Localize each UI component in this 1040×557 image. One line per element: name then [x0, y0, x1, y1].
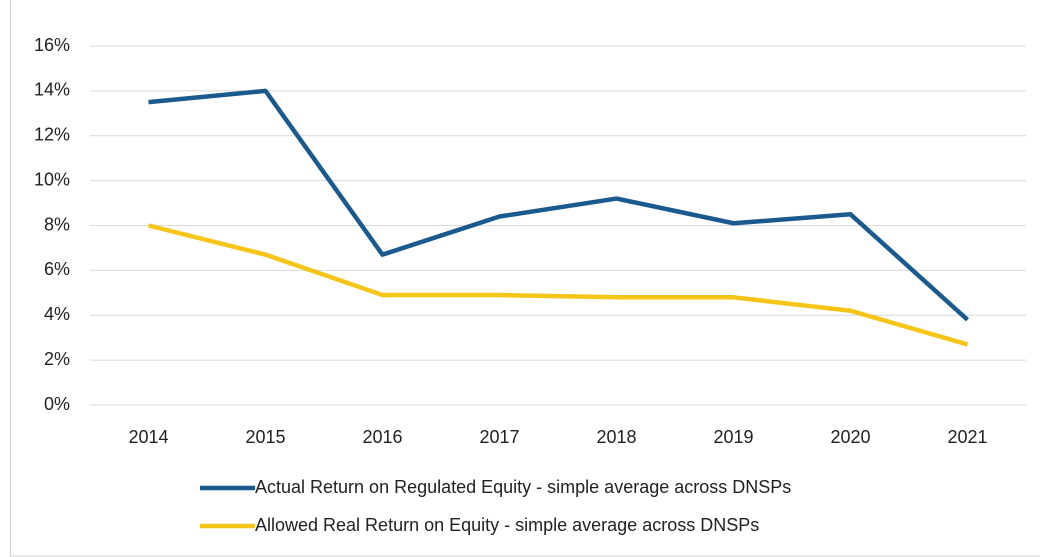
x-tick-label: 2021 — [947, 427, 987, 447]
y-tick-label: 16% — [34, 35, 70, 55]
legend-label: Allowed Real Return on Equity - simple a… — [255, 515, 759, 535]
x-tick-label: 2020 — [830, 427, 870, 447]
y-tick-label: 10% — [34, 169, 70, 189]
chart-border — [10, 0, 1040, 557]
y-tick-label: 2% — [44, 349, 70, 369]
y-tick-label: 8% — [44, 214, 70, 234]
x-tick-label: 2019 — [713, 427, 753, 447]
x-tick-label: 2014 — [128, 427, 168, 447]
x-tick-label: 2015 — [245, 427, 285, 447]
y-tick-label: 12% — [34, 125, 70, 145]
x-tick-label: 2017 — [479, 427, 519, 447]
series-line — [147, 223, 969, 347]
y-tick-label: 6% — [44, 259, 70, 279]
series-line — [148, 88, 970, 322]
y-tick-label: 14% — [34, 80, 70, 100]
y-tick-label: 0% — [44, 394, 70, 414]
legend-label: Actual Return on Regulated Equity - simp… — [255, 477, 791, 497]
x-tick-label: 2016 — [362, 427, 402, 447]
y-tick-label: 4% — [44, 304, 70, 324]
x-tick-label: 2018 — [596, 427, 636, 447]
